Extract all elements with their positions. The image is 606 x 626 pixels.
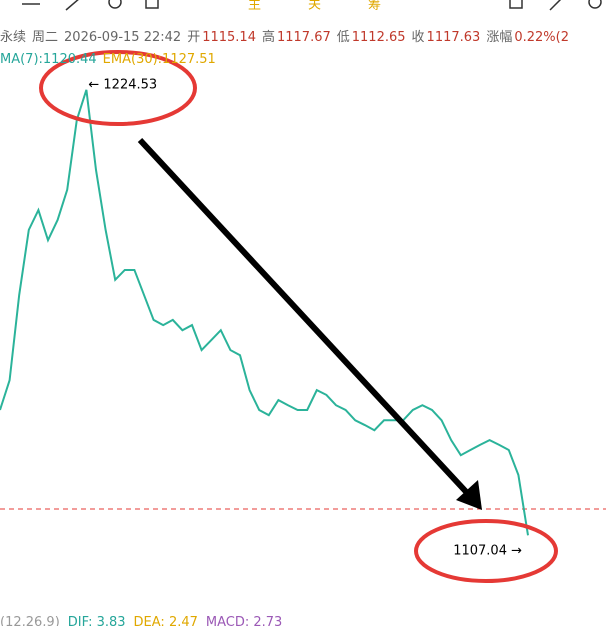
low-label: 1107.04 → — [453, 544, 522, 559]
info-row: (12,26,9) DIF: 3.83 DEA: 2.47 MACD: 2.73 — [0, 615, 282, 626]
info-label: 收 — [412, 30, 425, 45]
info-value: 1117.67 — [277, 30, 331, 45]
info-value: 0.22%(2 — [514, 30, 569, 45]
info-row: MA(7):1120.44 EMA(30):1127.51 — [0, 52, 216, 67]
indicator: EMA(30):1127.51 — [103, 52, 216, 67]
info-label: 2026-09-15 22:42 — [64, 30, 181, 45]
info-label: 周二 — [32, 30, 58, 45]
info-value: 1112.65 — [352, 30, 406, 45]
low-circle — [414, 519, 558, 583]
macd-label: DEA: 2.47 — [134, 615, 198, 626]
arrow-head — [456, 480, 482, 510]
indicator: MA(7):1120.44 — [0, 52, 97, 67]
info-value: 1117.63 — [427, 30, 481, 45]
info-label: 低 — [337, 30, 350, 45]
macd-label: MACD: 2.73 — [206, 615, 282, 626]
info-label: 高 — [262, 29, 275, 45]
toolbar-button: 主 — [248, 0, 261, 13]
high-label: ← 1224.53 — [88, 77, 157, 92]
price-line — [0, 89, 529, 536]
toolbar-button: 筹 — [368, 0, 381, 13]
high-circle — [39, 50, 197, 126]
toolbar-button: 关 — [308, 0, 321, 13]
info-label: 永续 — [0, 30, 26, 45]
toolbar-icons — [22, 0, 602, 11]
info-label: 开 — [187, 30, 200, 45]
info-row: 永续 周二 2026-09-15 22:42 开 1115.14 高 1117.67 低 111… — [0, 29, 569, 45]
info-label: 涨幅 — [486, 30, 512, 45]
macd-label: (12,26,9) — [0, 615, 60, 626]
macd-label: DIF: 3.83 — [68, 615, 126, 626]
info-value: 1115.14 — [202, 30, 256, 45]
trend-arrow — [137, 137, 473, 499]
